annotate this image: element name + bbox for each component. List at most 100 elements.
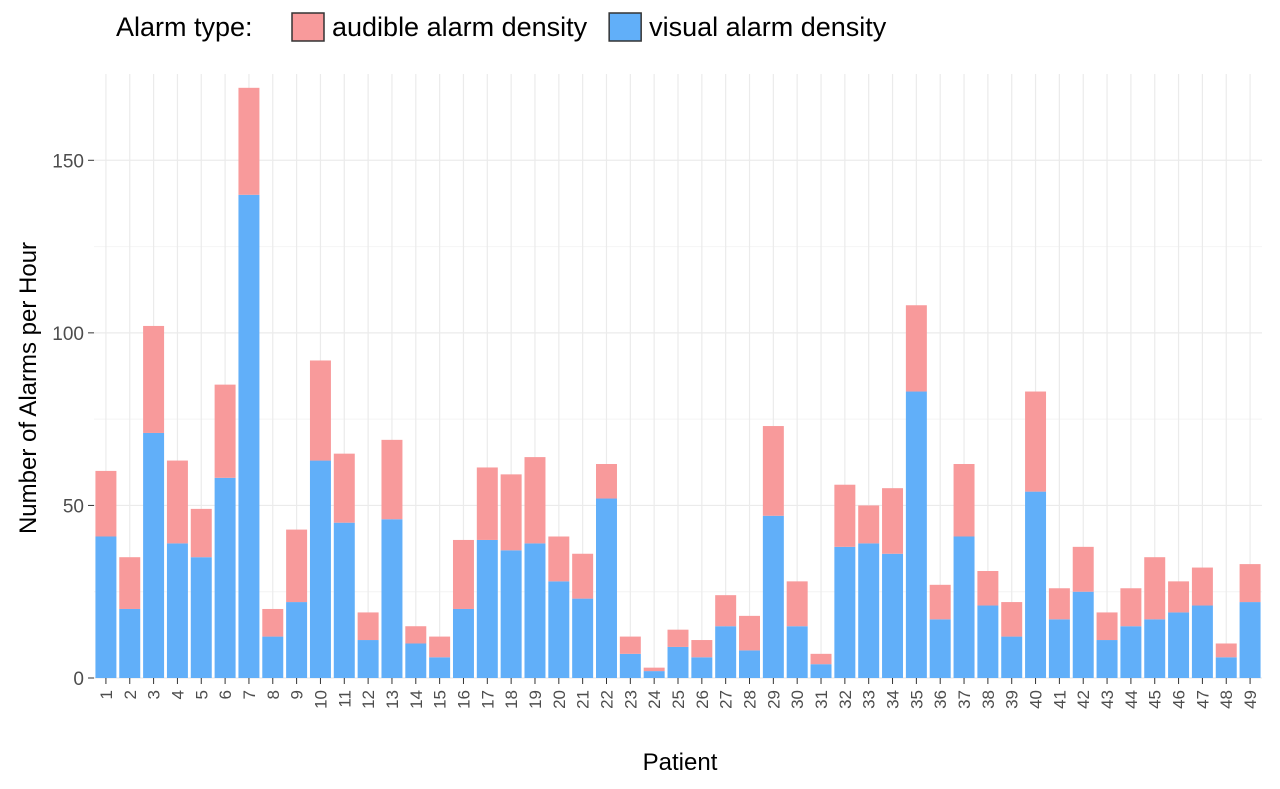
bar-audible-patient-26 [691, 640, 713, 658]
y-tick-label: 100 [52, 324, 84, 345]
x-tick-label: 29 [764, 690, 783, 709]
x-tick-label: 5 [192, 690, 211, 699]
x-axis-label: Patient [643, 749, 718, 776]
bar-visual-patient-29 [762, 515, 784, 678]
bar-visual-patient-35 [905, 391, 927, 678]
bar-audible-patient-21 [572, 553, 594, 599]
bar-visual-patient-11 [333, 522, 355, 678]
x-tick-label: 34 [884, 690, 903, 709]
bar-visual-patient-27 [715, 626, 737, 678]
bars [95, 87, 1261, 679]
bar-visual-patient-8 [262, 636, 284, 678]
x-tick-label: 24 [645, 690, 664, 709]
x-tick-label: 2 [121, 690, 140, 699]
legend-key-audible [291, 12, 325, 42]
bar-visual-patient-42 [1072, 591, 1094, 678]
bar-audible-patient-14 [405, 626, 427, 644]
x-tick-label: 45 [1146, 690, 1165, 709]
x-tick-label: 8 [264, 690, 283, 699]
bar-audible-patient-4 [166, 460, 188, 544]
bar-visual-patient-26 [691, 657, 713, 678]
bar-audible-patient-43 [1096, 612, 1118, 641]
bar-visual-patient-24 [643, 671, 665, 678]
x-tick-label: 41 [1050, 690, 1069, 709]
x-tick-label: 40 [1027, 690, 1046, 709]
bar-audible-patient-31 [810, 653, 832, 665]
bar-visual-patient-45 [1144, 619, 1166, 678]
bar-visual-patient-20 [548, 581, 570, 678]
bar-visual-patient-15 [429, 657, 451, 678]
x-tick-label: 49 [1241, 690, 1260, 709]
bar-audible-patient-42 [1072, 546, 1094, 592]
bar-visual-patient-16 [452, 608, 474, 678]
x-tick-label: 1 [97, 690, 116, 699]
bar-audible-patient-38 [977, 571, 999, 606]
x-tick-label: 21 [574, 690, 593, 709]
y-tick-label: 0 [73, 669, 84, 690]
bar-audible-patient-41 [1048, 588, 1070, 620]
legend-label-audible: audible alarm density [332, 12, 588, 42]
bar-visual-patient-41 [1048, 619, 1070, 678]
y-tick-label: 150 [52, 151, 84, 172]
bar-visual-patient-6 [214, 477, 236, 678]
bar-audible-patient-15 [429, 636, 451, 658]
bar-visual-patient-19 [524, 543, 546, 678]
bar-visual-patient-46 [1168, 612, 1190, 678]
bar-visual-patient-13 [381, 519, 403, 678]
bar-audible-patient-10 [309, 360, 331, 461]
bar-visual-patient-9 [286, 602, 308, 678]
x-tick-label: 23 [621, 690, 640, 709]
x-tick-label: 37 [955, 690, 974, 709]
x-tick-label: 18 [502, 690, 521, 709]
bar-visual-patient-40 [1025, 491, 1047, 678]
bar-visual-patient-38 [977, 605, 999, 678]
bar-visual-patient-4 [166, 543, 188, 678]
legend-label-visual: visual alarm density [649, 12, 887, 42]
bar-visual-patient-17 [476, 539, 498, 678]
bar-visual-patient-28 [739, 650, 760, 678]
bar-visual-patient-47 [1191, 605, 1213, 678]
bar-audible-patient-11 [333, 453, 355, 523]
bar-audible-patient-37 [953, 464, 975, 537]
bar-audible-patient-2 [119, 557, 141, 609]
x-tick-label: 20 [550, 690, 569, 709]
x-tick-label: 48 [1217, 690, 1236, 709]
bar-visual-patient-32 [834, 546, 856, 678]
x-tick-label: 13 [383, 690, 402, 709]
bar-audible-patient-39 [1001, 602, 1023, 637]
x-tick-label: 22 [597, 690, 616, 709]
bar-audible-patient-7 [238, 87, 260, 195]
bar-visual-patient-49 [1239, 602, 1261, 678]
bar-visual-patient-10 [309, 460, 331, 678]
bar-audible-patient-9 [286, 529, 308, 603]
x-tick-label: 26 [693, 690, 712, 709]
bar-audible-patient-5 [190, 508, 212, 558]
x-axis: 1 2 3 4 5 6 7 8 9 10 11 12 13 14 15 16 17 18 19 20 21 22 23 24 2… [97, 678, 1260, 709]
x-tick-label: 33 [860, 690, 879, 709]
bar-audible-patient-1 [95, 470, 117, 537]
bar-visual-patient-23 [619, 653, 641, 678]
x-tick-label: 14 [407, 690, 426, 709]
bar-visual-patient-25 [667, 646, 689, 678]
bar-audible-patient-23 [619, 636, 641, 654]
x-tick-label: 30 [788, 690, 807, 709]
x-tick-label: 10 [311, 690, 330, 709]
bar-audible-patient-19 [524, 457, 546, 544]
x-tick-label: 15 [431, 690, 450, 709]
legend-title: Alarm type: [116, 12, 253, 42]
x-tick-label: 12 [359, 690, 378, 709]
bar-audible-patient-36 [929, 584, 951, 620]
bar-visual-patient-33 [858, 543, 880, 678]
bar-visual-patient-21 [572, 598, 594, 678]
x-tick-label: 6 [216, 690, 235, 699]
bar-visual-patient-36 [929, 619, 951, 678]
bar-audible-patient-13 [381, 439, 403, 520]
x-tick-label: 36 [931, 690, 950, 709]
x-tick-label: 39 [1003, 690, 1022, 709]
x-tick-label: 43 [1098, 690, 1117, 709]
x-tick-label: 17 [478, 690, 497, 709]
bar-audible-patient-46 [1168, 581, 1190, 613]
bar-audible-patient-17 [476, 467, 498, 540]
y-tick-label: 50 [63, 496, 84, 517]
x-tick-label: 47 [1193, 690, 1212, 709]
